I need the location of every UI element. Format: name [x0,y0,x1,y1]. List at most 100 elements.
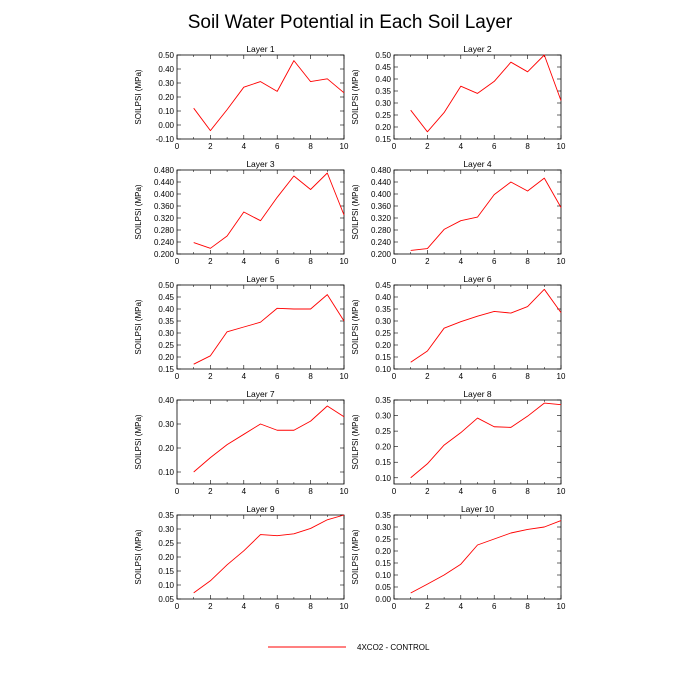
y-tick-label: 0.35 [375,87,391,96]
panel-layer-2: Layer 2 0 2 4 6 8 10 0.15 0.20 0.25 0.30 0.35 0.40 0.… [351,44,566,151]
panel-title: Layer 3 [246,159,275,169]
y-tick-label: 0.240 [154,238,175,247]
panel-layer-10: Layer 10 0 2 4 6 8 10 0.00 0.05 0.10 0.15 0.20 0.25 0… [351,504,566,611]
y-tick-label: 0.40 [158,305,174,314]
y-tick-label: 0.15 [158,567,174,576]
x-tick-label: 8 [525,602,530,611]
y-tick-label: 0.45 [158,293,174,302]
panel-layer-1: Layer 1 0 2 4 6 8 10 -0.10 0.00 0.10 0.20 0.30 0.40 0… [134,44,349,151]
y-tick-label: 0.35 [158,511,174,520]
y-tick-label: 0.30 [158,525,174,534]
x-tick-label: 2 [208,142,213,151]
x-tick-label: 8 [525,257,530,266]
x-tick-label: 4 [459,602,464,611]
panel-layer-4: Layer 4 0 2 4 6 8 10 0.200 0.240 0.280 0.320 0.360 0… [351,159,566,266]
series-line-1 [410,177,562,251]
series-line-1 [410,288,562,363]
x-tick-label: 0 [175,257,180,266]
y-tick-label: 0.480 [371,166,392,175]
x-tick-label: 10 [557,372,566,381]
y-tick-label: 0.35 [158,317,174,326]
y-tick-label: 0.440 [154,178,175,187]
x-tick-label: 2 [425,142,430,151]
x-tick-label: 6 [275,257,280,266]
panel-layer-3: Layer 3 0 2 4 6 8 10 0.200 0.240 0.280 0.320 0.360 0… [134,159,349,266]
y-tick-label: 0.20 [375,123,391,132]
y-tick-label: 0.40 [375,293,391,302]
panel-layer-7: Layer 7 0 2 4 6 8 10 0.10 0.20 0.30 0.40 SOILPSI (M… [134,389,349,496]
x-tick-label: 8 [525,487,530,496]
series-line-1 [193,405,345,473]
x-tick-label: 4 [459,372,464,381]
y-tick-label: 0.400 [154,190,175,199]
x-tick-label: 8 [525,372,530,381]
y-tick-label: 0.10 [158,581,174,590]
x-tick-label: 6 [492,372,497,381]
x-tick-label: 2 [208,487,213,496]
x-tick-label: 0 [392,602,397,611]
y-tick-label: 0.10 [158,468,174,477]
y-tick-label: 0.15 [375,135,391,144]
x-tick-label: 4 [242,372,247,381]
y-axis-label: SOILPSI (MPa) [134,414,143,469]
x-tick-label: 6 [275,602,280,611]
plot-frame [393,54,562,140]
y-tick-label: 0.40 [375,75,391,84]
x-tick-label: 2 [425,602,430,611]
panel-title: Layer 1 [246,44,275,54]
y-tick-label: 0.50 [158,281,174,290]
y-tick-label: 0.30 [158,79,174,88]
y-axis-label: SOILPSI (MPa) [351,529,360,584]
series-line-1 [193,60,345,132]
x-tick-label: 6 [275,142,280,151]
x-tick-label: 0 [175,372,180,381]
x-tick-label: 0 [392,142,397,151]
y-tick-label: 0.25 [375,329,391,338]
y-tick-label: 0.20 [158,444,174,453]
x-tick-label: 10 [557,257,566,266]
x-tick-label: 10 [557,487,566,496]
x-tick-label: 4 [459,487,464,496]
panel-title: Layer 8 [463,389,492,399]
y-tick-label: 0.50 [158,51,174,60]
x-tick-label: 0 [392,372,397,381]
x-tick-label: 2 [208,257,213,266]
legend: 4XCO2 - CONTROL [268,643,430,652]
y-tick-label: 0.440 [371,178,392,187]
y-tick-label: 0.25 [375,111,391,120]
x-tick-label: 2 [208,602,213,611]
x-tick-label: 6 [492,602,497,611]
figure-title: Soil Water Potential in Each Soil Layer [188,12,513,33]
series-line-1 [193,294,345,365]
x-tick-label: 0 [392,257,397,266]
y-tick-label: 0.25 [158,539,174,548]
x-tick-label: 4 [242,257,247,266]
plot-frame [176,169,345,255]
y-tick-label: 0.280 [154,226,175,235]
y-tick-label: 0.25 [375,535,391,544]
y-tick-label: 0.10 [375,474,391,483]
y-tick-label: 0.20 [375,341,391,350]
series-line-1 [410,54,562,133]
y-tick-label: 0.30 [375,317,391,326]
y-axis-label: SOILPSI (MPa) [351,414,360,469]
y-tick-label: 0.20 [158,353,174,362]
y-tick-label: 0.25 [375,427,391,436]
x-tick-label: 10 [340,257,349,266]
panel-layer-6: Layer 6 0 2 4 6 8 10 0.10 0.15 0.20 0.25 0.30 0.35 0.… [351,274,566,381]
x-tick-label: 10 [340,487,349,496]
y-tick-label: 0.25 [158,341,174,350]
y-tick-label: 0.400 [371,190,392,199]
x-tick-label: 2 [425,487,430,496]
y-axis-label: SOILPSI (MPa) [351,184,360,239]
y-tick-label: 0.30 [158,420,174,429]
x-tick-label: 8 [308,142,313,151]
y-tick-label: 0.05 [375,583,391,592]
y-tick-label: 0.00 [375,595,391,604]
y-tick-label: 0.20 [158,93,174,102]
y-axis-label: SOILPSI (MPa) [134,299,143,354]
x-tick-label: 0 [175,602,180,611]
x-tick-label: 0 [175,487,180,496]
x-tick-label: 0 [175,142,180,151]
x-tick-label: 4 [459,142,464,151]
